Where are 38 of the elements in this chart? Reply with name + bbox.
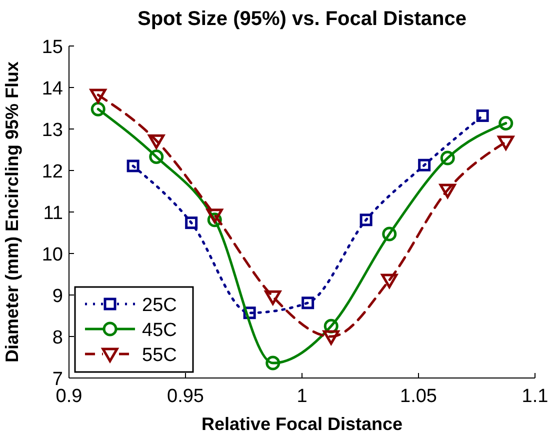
legend-label: 45C [142, 320, 177, 341]
point [439, 184, 456, 198]
point [498, 136, 514, 150]
chart-title: Spot Size (95%) vs. Focal Distance [138, 8, 466, 30]
y-tick-label: 9 [52, 286, 63, 307]
point [206, 208, 223, 224]
legend-label: 25C [142, 295, 177, 316]
point [264, 290, 282, 305]
y-tick-label: 10 [42, 244, 63, 266]
point [149, 150, 164, 164]
point [476, 109, 489, 122]
point [360, 214, 372, 226]
x-tick-label: 1 [296, 386, 308, 407]
y-tick-label: 13 [42, 120, 63, 141]
legend-label: 55C [142, 345, 177, 366]
point [440, 150, 455, 166]
point [322, 330, 340, 345]
x-tick-label: 1.05 [400, 386, 437, 407]
y-tick-label: 11 [43, 203, 63, 224]
point [90, 102, 106, 116]
point [381, 274, 398, 288]
point [185, 216, 198, 230]
point [498, 116, 514, 130]
point [382, 226, 397, 242]
y-axis-title: Diameter (mm) Encircling 95% Flux [2, 61, 22, 363]
y-tick-label: 14 [42, 78, 64, 100]
y-tick-label: 8 [52, 328, 63, 348]
y-tick-label: 15 [42, 37, 63, 58]
point [418, 158, 431, 172]
x-tick-label: 0.95 [167, 386, 204, 407]
x-tick-label: 1.1 [522, 386, 548, 407]
point [126, 160, 140, 172]
point [266, 356, 280, 370]
point [302, 296, 314, 310]
point [90, 88, 106, 104]
point [148, 134, 165, 149]
x-axis-title: Relative Focal Distance [201, 414, 403, 434]
y-tick-label: 12 [42, 162, 63, 182]
